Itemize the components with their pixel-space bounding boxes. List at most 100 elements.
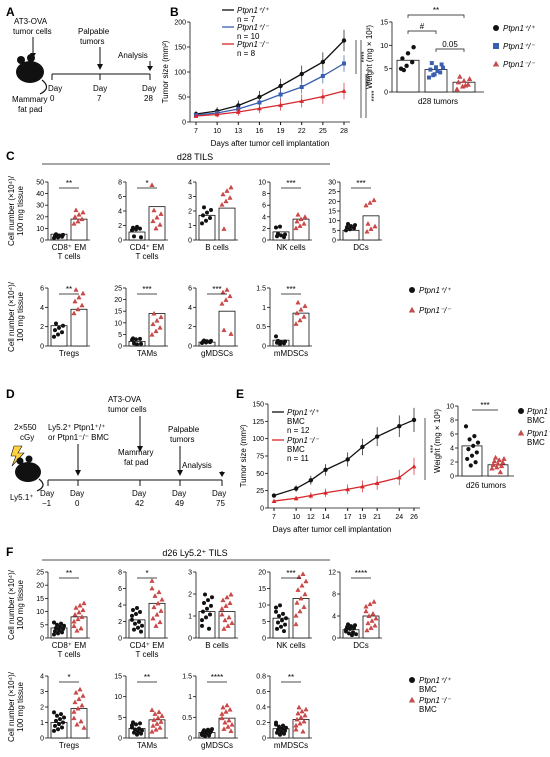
b-weight-dot-0-1 — [404, 63, 409, 69]
f-2-dot-0-3 — [201, 609, 205, 614]
c-6-dot-0-3 — [131, 336, 135, 341]
b-weight-legend-name-2: Ptpn1⁻/⁻ — [503, 60, 535, 69]
e-weight-legend-bmc-0: BMC — [527, 416, 545, 425]
c-3-dot-1-1 — [297, 223, 303, 228]
e-growth-legend-bmc-0: BMC — [287, 417, 305, 426]
c-4-y-tick-label-5: 25 — [328, 189, 336, 196]
c-1-y-tick-label-2: 4 — [118, 209, 122, 216]
f-1-dot-0-4 — [135, 606, 139, 611]
c-8-dot-1-1 — [297, 317, 303, 323]
b-weight-legend-marker-2 — [492, 60, 500, 67]
f-4-dot-0-9 — [347, 631, 351, 636]
f-6-dot-1-11 — [149, 707, 155, 712]
c-2-dot-0-1 — [204, 218, 208, 223]
b-growth-x-tick-label-0: 7 — [194, 128, 198, 135]
f-5-dot-1-2 — [79, 702, 85, 708]
f-5-dot-0-8 — [62, 715, 66, 720]
f-8-dot-1-1 — [297, 720, 303, 726]
b-weight-dot-2-6 — [457, 73, 463, 79]
b-growth-legend-n-0: n = 7 — [237, 15, 256, 24]
a-text-tumor-cells: tumor cells — [13, 27, 52, 36]
f-4-dot-1-8 — [373, 615, 379, 621]
c-4-y-tick-label-4: 20 — [328, 199, 336, 206]
f-5-dot-1-5 — [80, 693, 86, 698]
c-7-dot-1-6 — [221, 327, 227, 333]
f-6-dot-1-10 — [156, 709, 162, 714]
b-weight-y-tick-label-2: 10 — [380, 43, 388, 50]
e-growth-x-tick-label-3: 14 — [322, 514, 330, 521]
b-growth-point-0-7 — [341, 38, 347, 43]
f-6-dot-1-3 — [150, 723, 156, 728]
d-day-label-m1: Day — [40, 489, 54, 498]
b-growth-point-1-7 — [342, 61, 346, 66]
f-8-dot-1-2 — [301, 718, 307, 724]
f-ylabel-row0-b: 100 mg tissue — [16, 580, 25, 630]
c-4-sig-label: *** — [356, 179, 365, 188]
c-7-y-tick-label-3: 6 — [188, 286, 192, 293]
c-2-y-tick-label-1: 1 — [188, 223, 192, 230]
c-0-dot-0-5 — [61, 232, 65, 237]
c-1-y-tick-label-3: 6 — [118, 194, 122, 201]
f-5-dot-1-11 — [71, 715, 77, 721]
f-8-dot-0-6 — [276, 727, 280, 732]
f-0-dot-1-10 — [78, 625, 84, 631]
f-3-dot-0-0 — [274, 605, 278, 610]
e-growth-y-tick-label-2: 50 — [256, 471, 264, 478]
panel-label-d: D — [6, 387, 15, 401]
f-legend-name-1: Ptpn1⁻/⁻ — [419, 696, 451, 705]
c-7-dot-1-0 — [219, 301, 225, 306]
c-0-category-line1: CD8⁺ EM — [52, 243, 87, 252]
f-3-dot-1-7 — [299, 582, 305, 588]
f-0-dot-0-11 — [52, 620, 56, 625]
f-0-dot-0-3 — [53, 629, 57, 634]
f-1-dot-1-9 — [152, 593, 158, 598]
c-1-dot-1-1 — [153, 225, 159, 231]
b-weight-ylabel: Weight (mg × 10²) — [365, 25, 374, 89]
c-ylabel-row0-a: Cell number (×10⁴)/ — [7, 175, 16, 246]
chart-e-weight: 0 2 4 6 8 10 Weight (mg × 10²) d26 tumors *** Ptp… — [433, 401, 550, 490]
f-0-dot-1-7 — [77, 602, 83, 608]
e-weight-dot-1-6 — [491, 458, 498, 464]
c-4-dot-0-4 — [349, 224, 353, 229]
f-0-dot-1-1 — [75, 616, 81, 622]
b-weight-dot-1-3 — [428, 67, 433, 72]
b-growth-x-tick-label-7: 28 — [340, 128, 348, 135]
f-1-y-tick-label-4: 8 — [118, 570, 122, 577]
e-growth-point-0-4 — [345, 457, 350, 462]
f-1-dot-0-5 — [139, 629, 143, 634]
f-5-dot-0-10 — [59, 712, 63, 717]
panel-d-schematic: 2×550 cGy Ly5.1⁺ Ly5.2⁺ Ptpn1⁺/⁺ or Ptpn… — [10, 395, 226, 508]
c-5-y-tick-label-0: 0 — [40, 344, 44, 351]
b-growth-point-2-4 — [278, 102, 283, 107]
f-7-dot-1-3 — [220, 704, 226, 710]
c-5-dot-0-2 — [60, 330, 64, 335]
b-growth-legend-name-1: Ptpn1⁺/⁻ — [237, 23, 269, 32]
f-1-category-line2: T cells — [136, 650, 159, 659]
f-5-y-tick-label-3: 3 — [40, 689, 44, 696]
b-weight-dot-1-2 — [438, 70, 443, 75]
f-6-dot-0-3 — [131, 720, 135, 725]
e-growth-point-0-1 — [293, 486, 299, 491]
f-0-sig-label: ** — [66, 569, 72, 578]
f-1-dot-1-6 — [151, 604, 157, 610]
f-3-dot-0-4 — [279, 624, 283, 629]
d-arrowhead-analysis — [219, 472, 225, 477]
c-3-y-tick-label-2: 4 — [262, 214, 266, 221]
f-7-y-tick-label-1: 0.5 — [182, 715, 192, 722]
c-6-dot-0-1 — [134, 337, 138, 342]
f-2-dot-0-4 — [205, 606, 209, 611]
f-6-dot-0-6 — [132, 730, 136, 735]
f-8-category: mMDSCs — [274, 741, 308, 750]
c-2-dot-1-2 — [227, 195, 233, 200]
e-weight-y-tick-label-3: 6 — [450, 432, 454, 439]
c-2-dot-0-0 — [200, 221, 204, 226]
f-5-y-tick-label-0: 0 — [40, 736, 44, 743]
c-4-dot-1-5 — [372, 223, 378, 229]
f-1-dot-0-11 — [130, 617, 134, 622]
f-4-y-tick-label-3: 12 — [328, 570, 336, 577]
e-weight-dot-0-6 — [466, 447, 471, 452]
e-weight-dot-1-8 — [501, 456, 507, 461]
f-8-dot-0-1 — [278, 732, 282, 737]
d-text-tumorcells: tumor cells — [108, 405, 147, 414]
